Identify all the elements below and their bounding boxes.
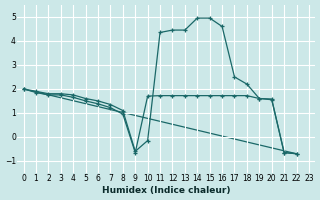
- X-axis label: Humidex (Indice chaleur): Humidex (Indice chaleur): [102, 186, 230, 195]
